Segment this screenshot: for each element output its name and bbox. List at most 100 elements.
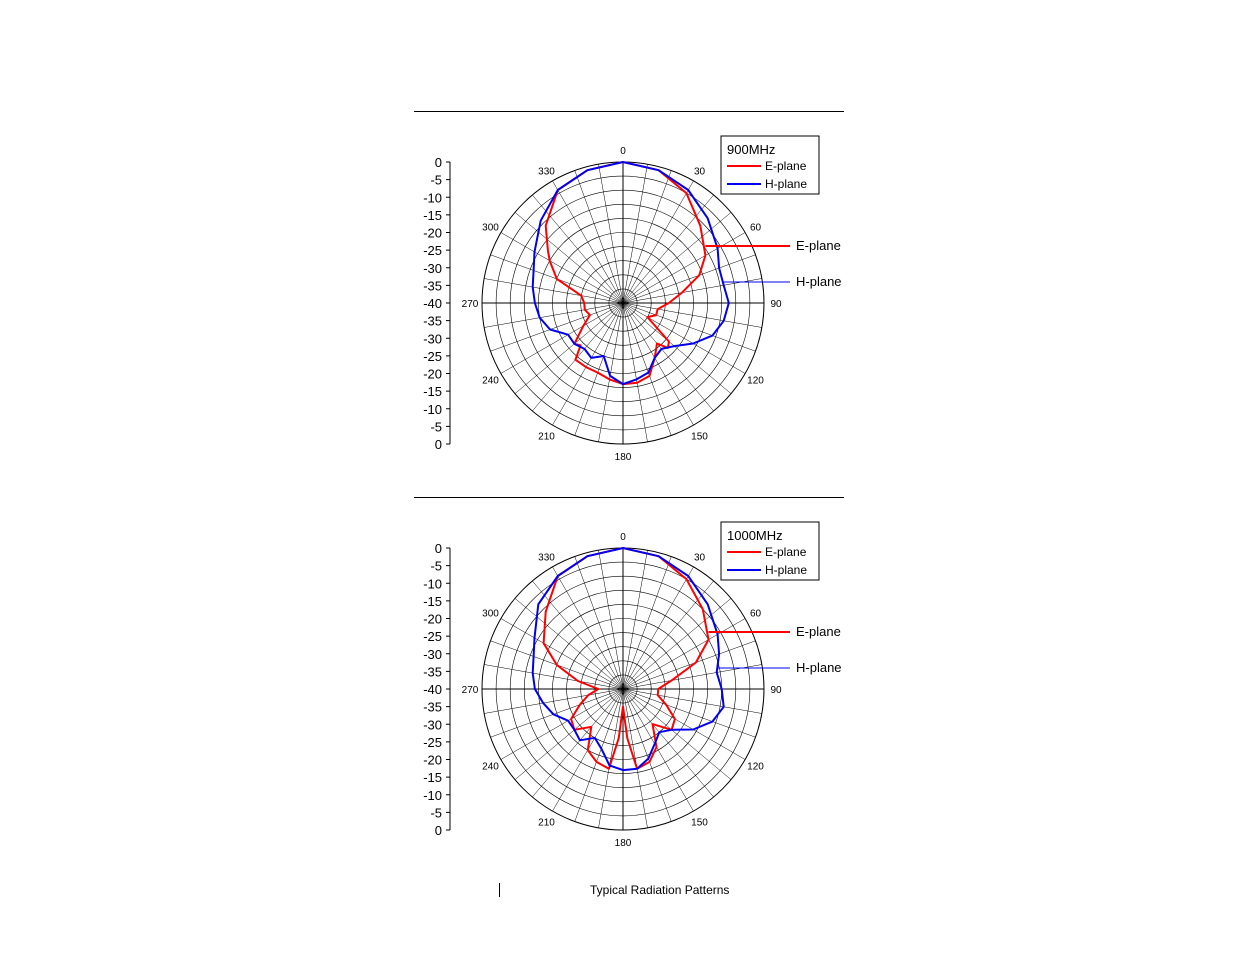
grid-spoke	[622, 170, 672, 304]
radial-tick-label: -35	[423, 664, 442, 679]
angle-tick-label: 180	[615, 838, 632, 849]
callout-label: H-plane	[796, 274, 842, 289]
grid-spoke	[622, 302, 648, 442]
radial-tick-label: -20	[423, 226, 442, 241]
radial-tick-label: 0	[435, 155, 442, 170]
grid-spoke	[622, 566, 694, 690]
grid-spoke	[514, 212, 624, 304]
radial-tick-label: -20	[423, 612, 442, 627]
footer-divider	[499, 883, 500, 897]
angle-tick-label: 210	[538, 818, 555, 829]
angle-tick-label: 60	[750, 223, 762, 234]
angle-tick-label: 330	[538, 166, 555, 177]
grid-spoke	[532, 688, 624, 798]
radial-tick-label: 0	[435, 437, 442, 452]
grid-spoke	[500, 688, 624, 760]
angle-tick-label: 60	[750, 609, 762, 620]
angle-tick-label: 120	[747, 376, 764, 387]
grid-spoke	[622, 618, 746, 690]
grid-spoke	[598, 302, 624, 442]
angle-tick-label: 90	[770, 299, 782, 310]
angle-tick-label: 0	[620, 146, 626, 157]
radial-tick-label: -15	[423, 594, 442, 609]
grid-spoke	[622, 302, 672, 436]
series-h-plane-line	[531, 547, 725, 772]
grid-spoke	[598, 688, 624, 828]
grid-spoke	[622, 688, 746, 760]
series-e-plane-line	[542, 547, 710, 770]
angle-tick-label: 240	[482, 376, 499, 387]
legend-entry: E-plane	[765, 545, 807, 559]
radial-tick-label: -5	[430, 559, 442, 574]
grid-spoke	[484, 664, 624, 690]
radial-tick-label: -30	[423, 717, 442, 732]
grid-spoke	[622, 688, 714, 798]
grid-spoke	[598, 550, 624, 690]
radial-tick-label: -30	[423, 261, 442, 276]
radial-tick-label: -10	[423, 402, 442, 417]
angle-tick-label: 150	[691, 818, 708, 829]
angle-tick-label: 240	[482, 762, 499, 773]
grid-spoke	[532, 302, 624, 412]
radial-tick-label: 0	[435, 823, 442, 838]
angle-tick-label: 150	[691, 432, 708, 443]
legend-title: 1000MHz	[727, 528, 783, 543]
angle-tick-label: 210	[538, 432, 555, 443]
polar-chart-900mhz: 0 30 60 90 120 150 180 210 240 270 300 330 0 -5 -10 -15…	[423, 135, 842, 463]
radial-tick-label: -30	[423, 647, 442, 662]
grid-spoke	[484, 302, 624, 328]
angle-tick-label: 300	[482, 609, 499, 620]
legend-entry: E-plane	[765, 159, 807, 173]
grid-spoke	[622, 556, 672, 690]
grid-spoke	[514, 302, 624, 394]
radial-tick-label: -40	[423, 682, 442, 697]
radial-tick-label: -30	[423, 331, 442, 346]
radial-tick-label: -25	[423, 629, 442, 644]
angle-tick-label: 180	[615, 452, 632, 463]
grid-spoke	[598, 164, 624, 304]
grid-spoke	[622, 302, 714, 412]
radial-tick-label: -25	[423, 243, 442, 258]
footer-caption: Typical Radiation Patterns	[590, 883, 730, 897]
angle-tick-label: 30	[694, 552, 706, 563]
angle-tick-label: 330	[538, 552, 555, 563]
grid-spoke	[552, 302, 624, 426]
callout-label: E-plane	[796, 238, 841, 253]
callout-label: H-plane	[796, 660, 842, 675]
grid-spoke	[622, 302, 732, 394]
angle-tick-label: 30	[694, 166, 706, 177]
radial-tick-label: -5	[430, 419, 442, 434]
divider-middle	[414, 497, 844, 498]
grid-spoke	[532, 194, 624, 304]
legend-title: 900MHz	[727, 142, 775, 157]
angle-tick-label: 120	[747, 762, 764, 773]
grid-spoke	[574, 556, 624, 690]
radial-tick-label: -5	[430, 805, 442, 820]
radial-tick-label: -20	[423, 367, 442, 382]
grid-spoke	[622, 640, 756, 690]
grid-spoke	[622, 664, 762, 690]
grid-spoke	[622, 688, 648, 828]
grid-spoke	[622, 212, 732, 304]
grid-spoke	[622, 688, 672, 822]
grid-spoke	[622, 688, 756, 738]
grid-spoke	[484, 688, 624, 714]
angle-tick-label: 90	[770, 685, 782, 696]
divider-top	[414, 111, 844, 112]
grid-spoke	[622, 164, 648, 304]
grid-spoke	[622, 688, 694, 812]
radial-tick-label: -25	[423, 349, 442, 364]
angle-tick-label: 270	[462, 685, 479, 696]
grid-spoke	[622, 302, 756, 352]
radial-tick-label: -15	[423, 208, 442, 223]
legend-entry: H-plane	[765, 563, 807, 577]
radial-tick-label: -40	[423, 296, 442, 311]
radial-tick-label: -35	[423, 700, 442, 715]
angle-tick-label: 0	[620, 532, 626, 543]
grid-spoke	[500, 618, 624, 690]
radial-tick-label: -20	[423, 753, 442, 768]
grid-spoke	[622, 232, 746, 304]
grid-spoke	[622, 302, 694, 426]
grid-spoke	[622, 194, 714, 304]
grid-spoke	[622, 550, 648, 690]
